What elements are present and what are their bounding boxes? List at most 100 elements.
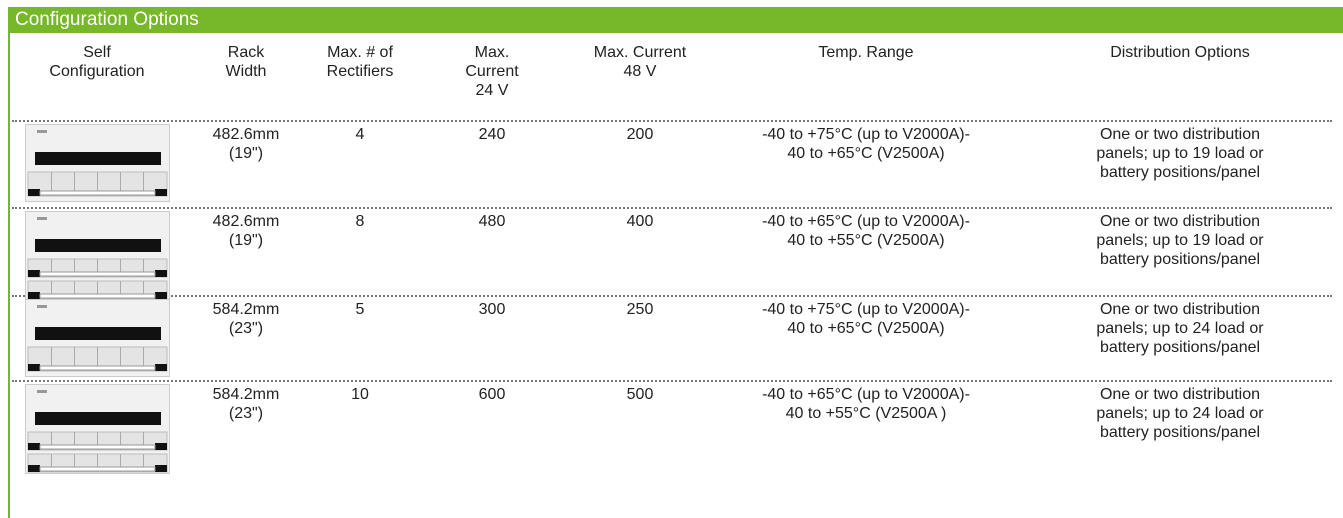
table-cell: -40 to +65°C (up to V2000A)-40 to +55°C … (716, 212, 1016, 250)
text-line: 240 (437, 125, 547, 144)
left-border (8, 7, 10, 518)
table-cell: 200 (565, 125, 715, 144)
text-line: Max. (437, 43, 547, 62)
text-line: 8 (300, 212, 420, 231)
text-line: battery positions/panel (1050, 250, 1310, 269)
table-cell: 480 (437, 212, 547, 231)
table-cell: 500 (565, 385, 715, 404)
row-separator (12, 120, 1332, 122)
thumb-part (35, 152, 161, 165)
title: Configuration Options (15, 9, 199, 31)
thumb-part (28, 189, 40, 196)
thumb-part (35, 327, 161, 340)
text-line: -40 to +65°C (up to V2000A)- (716, 385, 1016, 404)
text-line: 40 to +55°C (V2500A) (716, 231, 1016, 250)
text-line: (23") (191, 404, 301, 423)
text-line: Distribution Options (1050, 43, 1310, 62)
table-cell: 8 (300, 212, 420, 231)
rack-thumbnail (25, 384, 170, 474)
text-line: 500 (565, 385, 715, 404)
table-cell: -40 to +75°C (up to V2000A)-40 to +65°C … (716, 300, 1016, 338)
thumb-part (155, 270, 167, 277)
text-line: 482.6mm (191, 125, 301, 144)
rack-thumbnail (25, 124, 170, 202)
text-line: battery positions/panel (1050, 423, 1310, 442)
text-line: 4 (300, 125, 420, 144)
text-line: One or two distribution (1050, 212, 1310, 231)
thumb-part (40, 294, 155, 298)
table-cell: 250 (565, 300, 715, 319)
table-cell: 400 (565, 212, 715, 231)
text-line: Rack (191, 43, 301, 62)
text-line: 584.2mm (191, 385, 301, 404)
column-header: Temp. Range (716, 43, 1016, 62)
table-cell: 584.2mm(23") (191, 385, 301, 423)
text-line: Temp. Range (716, 43, 1016, 62)
text-line: 5 (300, 300, 420, 319)
thumb-part (40, 191, 155, 195)
thumb-part (40, 445, 155, 449)
thumb-part (28, 292, 40, 299)
rack-thumbnail (25, 211, 170, 301)
text-line: Max. Current (565, 43, 715, 62)
table-cell: 10 (300, 385, 420, 404)
text-line: One or two distribution (1050, 125, 1310, 144)
column-header: SelfConfiguration (22, 43, 172, 81)
table-cell: -40 to +75°C (up to V2000A)-40 to +65°C … (716, 125, 1016, 163)
text-line: 40 to +65°C (V2500A) (716, 144, 1016, 163)
table-cell: -40 to +65°C (up to V2000A)-40 to +55°C … (716, 385, 1016, 423)
thumb-part (155, 364, 167, 371)
thumb-part (37, 130, 47, 133)
row-separator (12, 207, 1332, 209)
thumb-part (28, 465, 40, 472)
thumb-part (37, 390, 47, 393)
text-line: -40 to +75°C (up to V2000A)- (716, 300, 1016, 319)
thumb-part (40, 467, 155, 471)
thumb-part (155, 443, 167, 450)
text-line: 48 V (565, 62, 715, 81)
text-line: -40 to +65°C (up to V2000A)- (716, 212, 1016, 231)
thumb-part (35, 239, 161, 252)
text-line: 584.2mm (191, 300, 301, 319)
text-line: 600 (437, 385, 547, 404)
table-cell: One or two distributionpanels; up to 24 … (1050, 385, 1310, 442)
table-cell: 600 (437, 385, 547, 404)
text-line: Configuration (22, 62, 172, 81)
text-line: Max. # of (300, 43, 420, 62)
text-line: 482.6mm (191, 212, 301, 231)
text-line: panels; up to 19 load or (1050, 144, 1310, 163)
page: Configuration Options SelfConfiguration R… (0, 0, 1343, 518)
table-cell: 5 (300, 300, 420, 319)
text-line: 480 (437, 212, 547, 231)
text-line: 300 (437, 300, 547, 319)
text-line: (19") (191, 144, 301, 163)
table-cell: 482.6mm(19") (191, 125, 301, 163)
text-line: battery positions/panel (1050, 163, 1310, 182)
thumb-part (28, 443, 40, 450)
table-cell: 240 (437, 125, 547, 144)
thumb-part (155, 465, 167, 472)
thumb-part (155, 189, 167, 196)
text-line: One or two distribution (1050, 385, 1310, 404)
text-line: panels; up to 24 load or (1050, 319, 1310, 338)
text-line: 200 (565, 125, 715, 144)
text-line: Width (191, 62, 301, 81)
thumb-part (155, 292, 167, 299)
thumb-part (37, 217, 47, 220)
text-line: Self (22, 43, 172, 62)
text-line: Current (437, 62, 547, 81)
text-line: -40 to +75°C (up to V2000A)- (716, 125, 1016, 144)
table-cell: 584.2mm(23") (191, 300, 301, 338)
table-cell: 482.6mm(19") (191, 212, 301, 250)
thumb-part (37, 305, 47, 308)
text-line: (19") (191, 231, 301, 250)
thumb-part (35, 412, 161, 425)
text-line: 40 to +65°C (V2500A) (716, 319, 1016, 338)
table-cell: 300 (437, 300, 547, 319)
text-line: 24 V (437, 81, 547, 100)
text-line: battery positions/panel (1050, 338, 1310, 357)
